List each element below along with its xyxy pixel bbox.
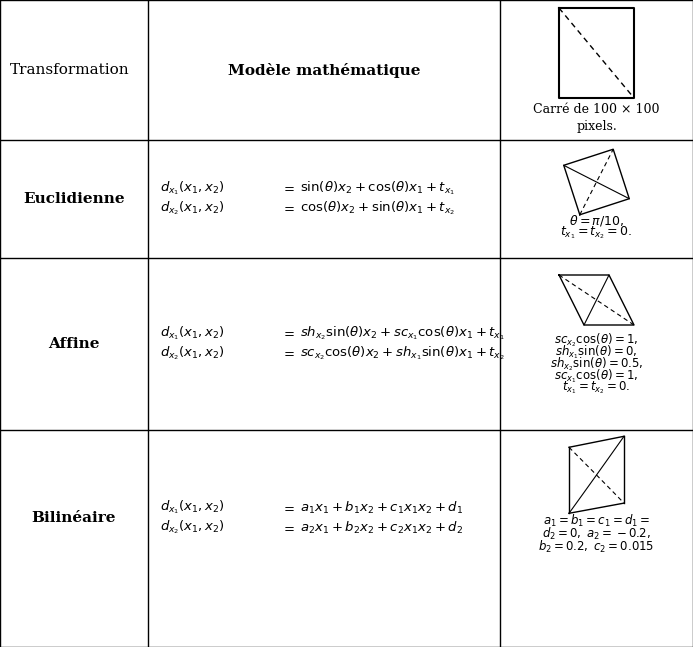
Text: $a_2 x_1 + b_2 x_2 + c_2 x_1 x_2 + d_2$: $a_2 x_1 + b_2 x_2 + c_2 x_1 x_2 + d_2$	[300, 520, 463, 536]
Text: Modèle mathématique: Modèle mathématique	[228, 63, 420, 78]
Text: Affine: Affine	[49, 337, 100, 351]
Text: $d_{x_1}(x_1, x_2)$: $d_{x_1}(x_1, x_2)$	[160, 179, 225, 197]
Text: $=$: $=$	[281, 501, 295, 514]
Text: $d_2 = 0,\ a_2 = -0.2,$: $d_2 = 0,\ a_2 = -0.2,$	[542, 525, 651, 542]
Text: $sh_{x_1}\sin(\theta) = 0,$: $sh_{x_1}\sin(\theta) = 0,$	[555, 343, 638, 361]
Text: $a_1 = b_1 = c_1 = d_1 =$: $a_1 = b_1 = c_1 = d_1 =$	[543, 512, 650, 529]
Text: $sh_{x_2}\sin(\theta)x_2 + sc_{x_1}\cos(\theta)x_1 + t_{x_1}$: $sh_{x_2}\sin(\theta)x_2 + sc_{x_1}\cos(…	[300, 324, 505, 342]
Text: $sh_{x_2}\sin(\theta) = 0.5,$: $sh_{x_2}\sin(\theta) = 0.5,$	[550, 355, 643, 373]
Text: $d_{x_1}(x_1, x_2)$: $d_{x_1}(x_1, x_2)$	[160, 499, 225, 516]
Text: $=$: $=$	[281, 521, 295, 534]
Text: Bilinéaire: Bilinéaire	[32, 512, 116, 525]
Text: $\cos(\theta)x_2 + \sin(\theta)x_1 + t_{x_2}$: $\cos(\theta)x_2 + \sin(\theta)x_1 + t_{…	[300, 199, 455, 217]
Text: $sc_{x_2}\cos(\theta)x_2 + sh_{x_1}\sin(\theta)x_1 + t_{x_2}$: $sc_{x_2}\cos(\theta)x_2 + sh_{x_1}\sin(…	[300, 344, 505, 362]
Text: Euclidienne: Euclidienne	[23, 192, 125, 206]
Text: $\sin(\theta)x_2 + \cos(\theta)x_1 + t_{x_1}$: $\sin(\theta)x_2 + \cos(\theta)x_1 + t_{…	[300, 179, 455, 197]
Text: $b_2 = 0.2,\ c_2 = 0.015$: $b_2 = 0.2,\ c_2 = 0.015$	[538, 538, 655, 554]
Text: Carré de 100 × 100
pixels.: Carré de 100 × 100 pixels.	[533, 103, 660, 133]
Text: $t_{x_1} = t_{x_2} = 0.$: $t_{x_1} = t_{x_2} = 0.$	[561, 225, 633, 241]
Text: $t_{x_1} = t_{x_2} = 0.$: $t_{x_1} = t_{x_2} = 0.$	[562, 380, 631, 396]
Text: $d_{x_1}(x_1, x_2)$: $d_{x_1}(x_1, x_2)$	[160, 324, 225, 342]
Text: $\theta = \pi/10,$: $\theta = \pi/10,$	[569, 212, 624, 228]
Text: $=$: $=$	[281, 347, 295, 360]
Text: $d_{x_2}(x_1, x_2)$: $d_{x_2}(x_1, x_2)$	[160, 519, 225, 536]
Text: $=$: $=$	[281, 182, 295, 195]
Text: $=$: $=$	[281, 327, 295, 340]
Text: $d_{x_2}(x_1, x_2)$: $d_{x_2}(x_1, x_2)$	[160, 199, 225, 217]
Text: $sc_{x_2}\cos(\theta) = 1,$: $sc_{x_2}\cos(\theta) = 1,$	[554, 331, 639, 349]
Text: $d_{x_2}(x_1, x_2)$: $d_{x_2}(x_1, x_2)$	[160, 344, 225, 362]
Text: $=$: $=$	[281, 201, 295, 215]
Text: $sc_{x_1}\cos(\theta) = 1,$: $sc_{x_1}\cos(\theta) = 1,$	[554, 367, 639, 385]
Text: $a_1 x_1 + b_1 x_2 + c_1 x_1 x_2 + d_1$: $a_1 x_1 + b_1 x_2 + c_1 x_1 x_2 + d_1$	[300, 499, 463, 516]
Text: Transformation: Transformation	[10, 63, 130, 77]
